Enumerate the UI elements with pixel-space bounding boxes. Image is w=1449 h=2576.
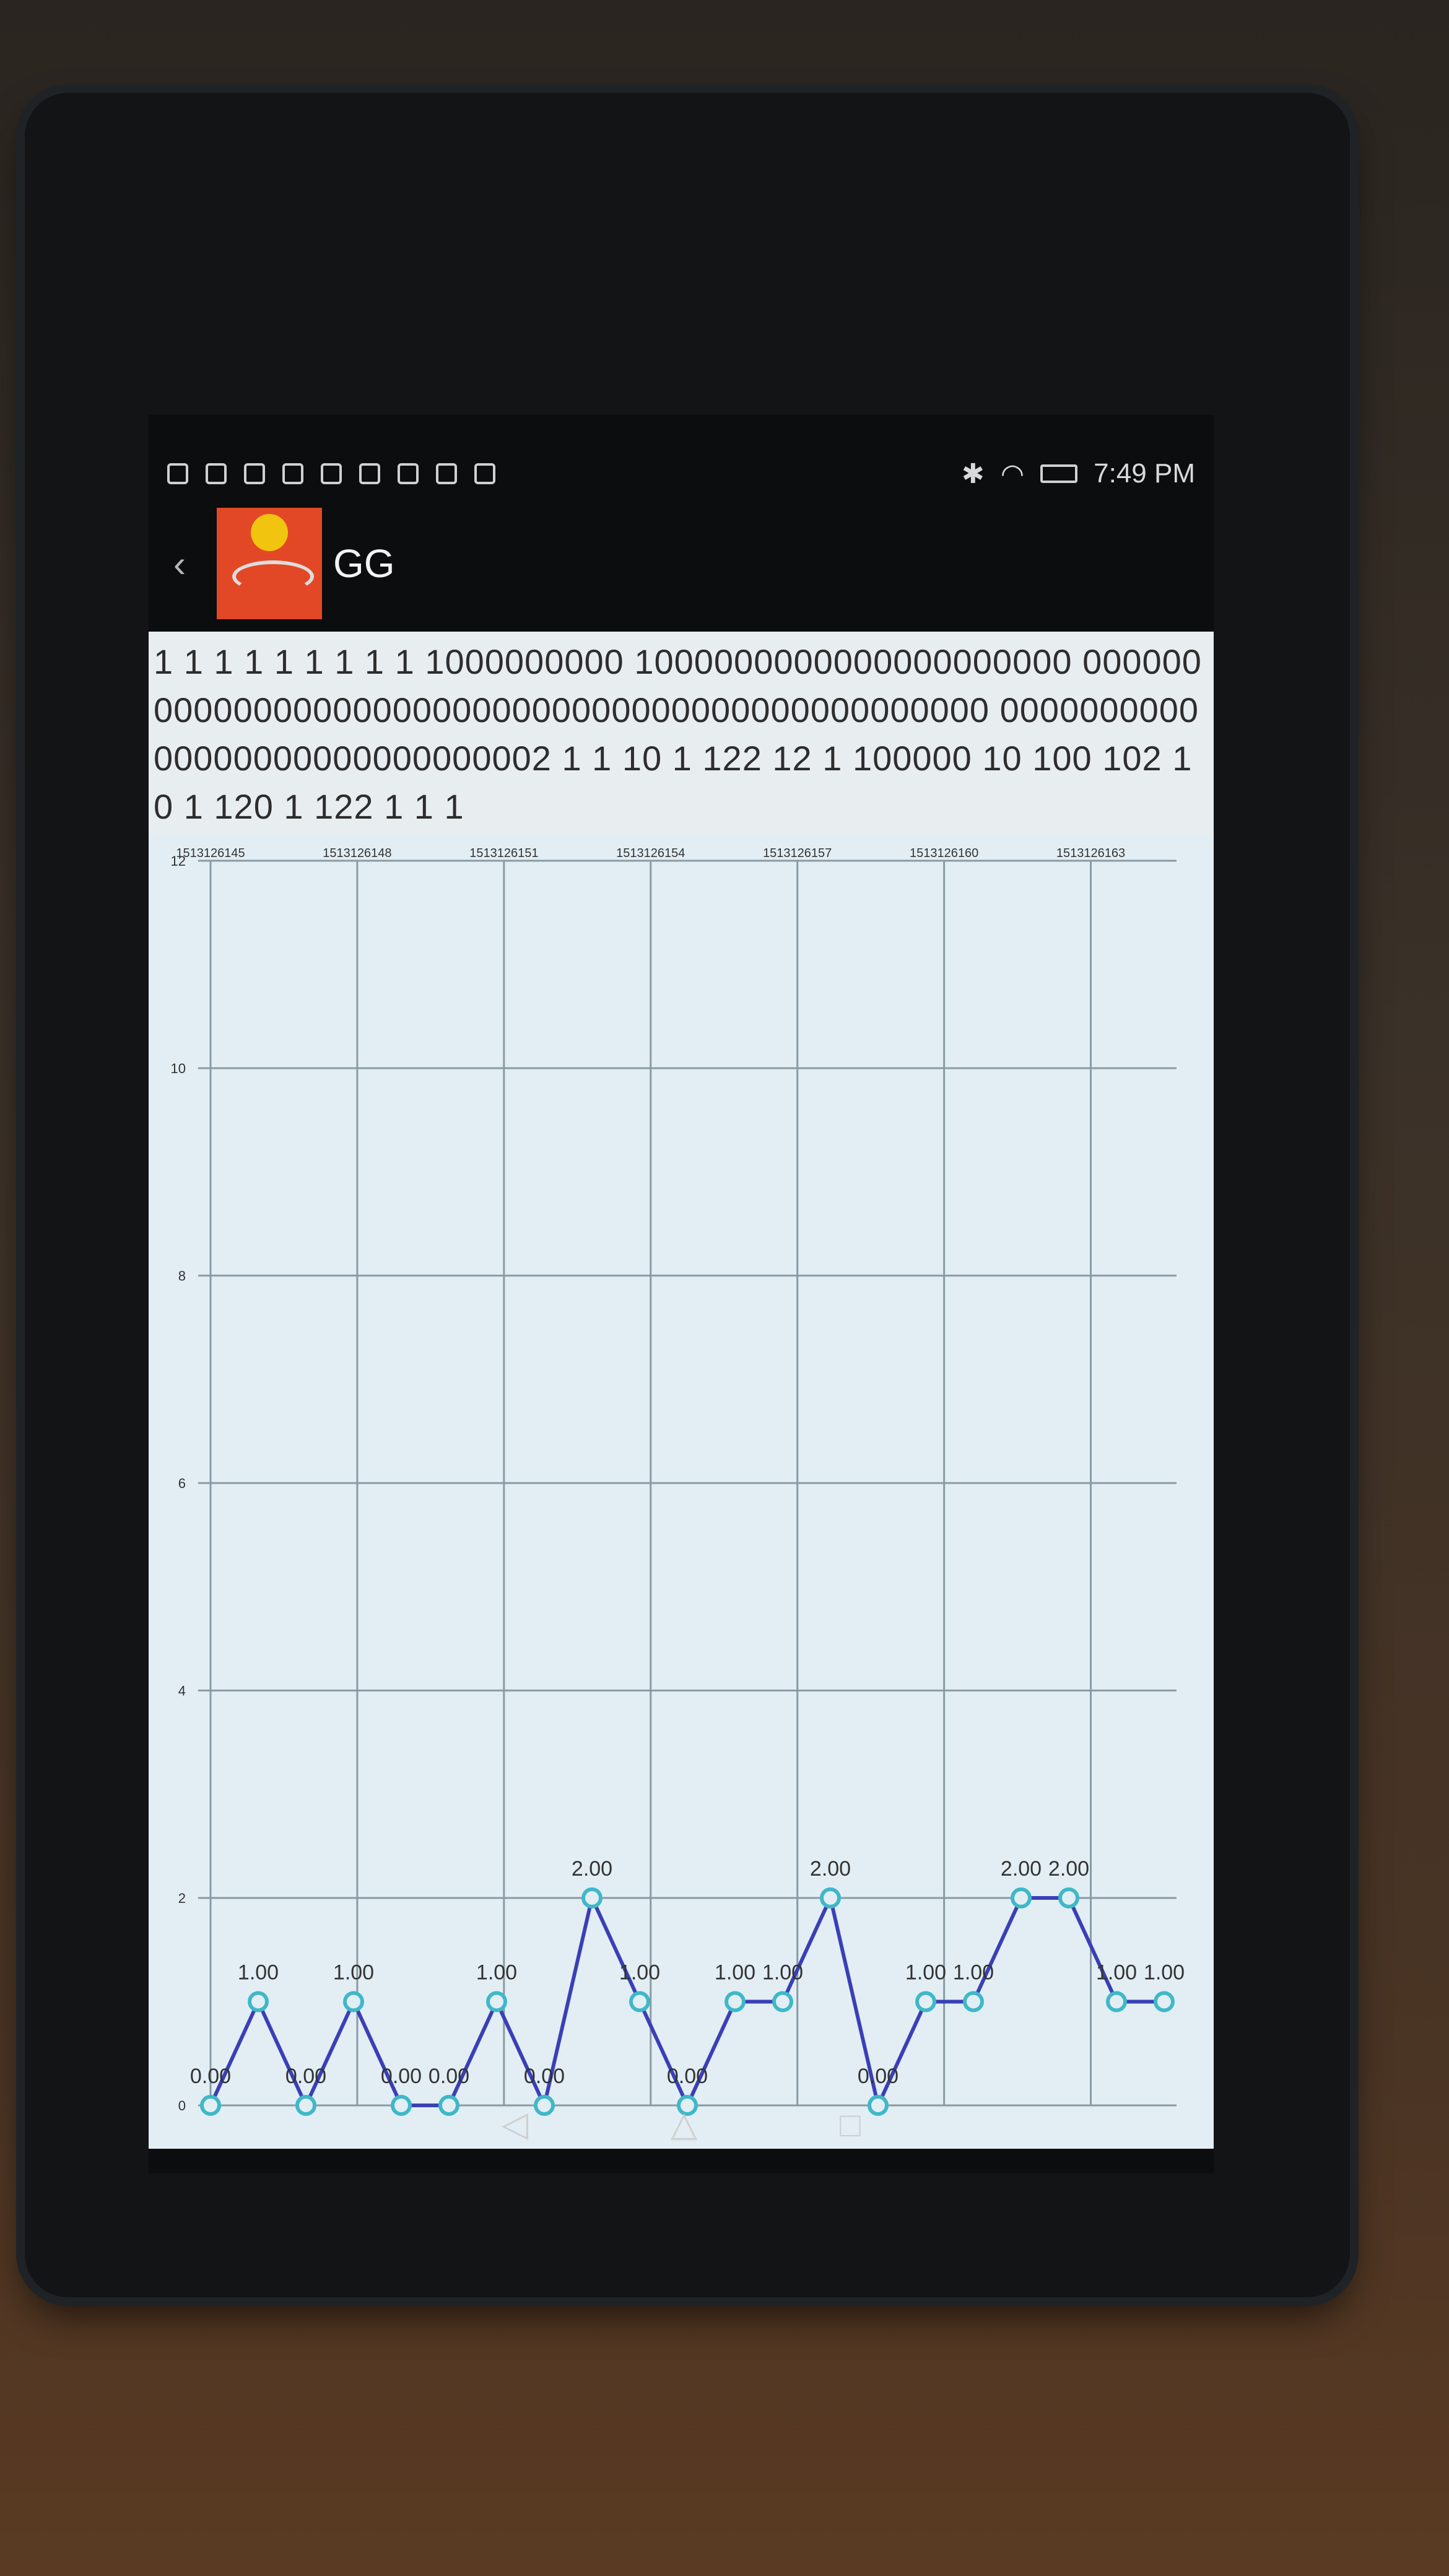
youtube-icon (282, 463, 303, 484)
navigation-bar: ◁ △ □ (149, 2074, 1214, 2174)
data-label: 1.00 (953, 1961, 994, 1985)
data-label: 1.00 (333, 1961, 374, 1985)
y-tick-label: 2 (178, 1891, 186, 1906)
x-tick-label: 1513126160 (910, 846, 978, 860)
back-chevron-icon[interactable]: ‹ (173, 542, 186, 585)
binary-readout: 1 1 1 1 1 1 1 1 1 1000000000 10000000000… (154, 642, 1202, 826)
y-tick-label: 10 (171, 1061, 186, 1076)
x-tick-label: 1513126154 (616, 846, 685, 860)
data-point (391, 2095, 412, 2116)
x-tick-label: 1513126163 (1056, 846, 1125, 860)
data-point (438, 2095, 459, 2116)
data-label: 0.00 (285, 2065, 326, 2088)
play-icon (398, 463, 419, 484)
data-point (677, 2095, 698, 2116)
image-notification-icon (167, 463, 188, 484)
data-label: 1.00 (715, 1961, 755, 1985)
data-point (820, 1887, 841, 1908)
data-point (248, 1991, 269, 2012)
tablet-frame: ✱ ◠ 7:49 PM ‹ GG 1 1 1 1 1 1 1 1 1 10000… (25, 93, 1350, 2297)
data-point (1011, 1887, 1032, 1908)
data-label: 0.00 (667, 2065, 708, 2088)
data-label: 0.00 (429, 2065, 469, 2088)
data-point (581, 1887, 603, 1908)
nav-back-icon[interactable]: ◁ (502, 2104, 529, 2143)
x-tick-label: 1513126145 (176, 846, 245, 860)
data-point (772, 1991, 793, 2012)
data-label: 0.00 (858, 2065, 899, 2088)
y-tick-label: 6 (178, 1476, 186, 1491)
wifi-icon: ◠ (1000, 458, 1025, 489)
data-point (1154, 1991, 1175, 2012)
data-label: 0.00 (524, 2065, 565, 2088)
data-point (724, 1991, 746, 2012)
mail-icon (244, 463, 265, 484)
data-label: 1.00 (1144, 1961, 1185, 1985)
data-point (486, 1991, 507, 2012)
data-label: 0.00 (381, 2065, 422, 2088)
main-content: 1 1 1 1 1 1 1 1 1 1000000000 10000000000… (149, 632, 1214, 2149)
app-logo-icon[interactable] (217, 508, 322, 619)
battery-icon (1040, 464, 1078, 483)
x-tick-label: 1513126157 (763, 846, 832, 860)
app-title: GG (333, 541, 395, 586)
data-point (1106, 1991, 1127, 2012)
data-label: 1.00 (619, 1961, 660, 1985)
location-icon (359, 463, 380, 484)
data-point (915, 1991, 936, 2012)
data-label: 1.00 (762, 1961, 803, 1985)
data-point (1058, 1887, 1079, 1908)
data-point (295, 2095, 316, 2116)
data-label: 0.00 (190, 2065, 231, 2088)
data-label: 2.00 (810, 1857, 851, 1881)
usb-icon (206, 463, 227, 484)
notification-icons (149, 463, 495, 484)
data-label: 1.00 (238, 1961, 279, 1985)
line-chart: 0 2 4 6 8 10 12 1513126145 1513126148 1513126151 1… (149, 836, 1214, 2149)
data-label: 2.00 (1001, 1857, 1042, 1881)
android-icon (474, 463, 495, 484)
data-label: 2.00 (1048, 1857, 1089, 1881)
y-tick-label: 0 (178, 2098, 186, 2113)
data-label: 1.00 (905, 1961, 946, 1985)
nav-recent-apps-icon[interactable]: □ (840, 2104, 861, 2144)
clock: 7:49 PM (1094, 458, 1195, 489)
data-point (534, 2095, 555, 2116)
data-label: 1.00 (476, 1961, 517, 1985)
data-point (963, 1991, 984, 2012)
device-screen: ✱ ◠ 7:49 PM ‹ GG 1 1 1 1 1 1 1 1 1 10000… (149, 415, 1214, 2174)
lock-icon (321, 463, 342, 484)
data-point (200, 2095, 221, 2116)
data-label: 2.00 (572, 1857, 612, 1881)
data-point (629, 1991, 650, 2012)
y-tick-label: 12 (171, 853, 186, 869)
y-tick-label: 8 (178, 1268, 186, 1284)
nav-home-icon[interactable]: △ (671, 2104, 698, 2143)
x-tick-label: 1513126151 (469, 846, 538, 860)
status-right: ✱ ◠ 7:49 PM (962, 458, 1214, 490)
x-tick-label: 1513126148 (323, 846, 391, 860)
data-point (343, 1991, 364, 2012)
status-bar: ✱ ◠ 7:49 PM (149, 446, 1214, 502)
data-label: 1.00 (1096, 1961, 1137, 1985)
play-store-icon (436, 463, 457, 484)
action-bar: ‹ GG (149, 508, 1214, 619)
bluetooth-icon: ✱ (961, 458, 985, 489)
y-tick-label: 4 (178, 1683, 186, 1699)
data-point (868, 2095, 889, 2116)
